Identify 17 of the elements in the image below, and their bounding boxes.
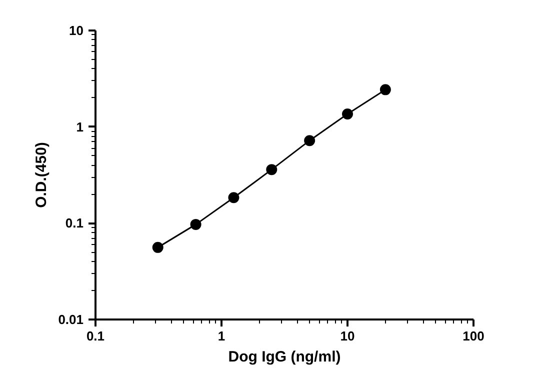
y-tick-label: 10 (69, 23, 84, 38)
x-tick-label: 100 (462, 328, 484, 344)
y-axis-title: O.D.(450) (33, 142, 50, 208)
x-tick-label: 1 (218, 328, 226, 344)
x-tick-label: 0.1 (86, 328, 105, 344)
x-tick-label: 10 (340, 328, 355, 344)
point (152, 242, 164, 253)
y-tick-label: 0.1 (65, 216, 84, 231)
point (304, 135, 316, 146)
point (380, 84, 391, 96)
point (342, 108, 353, 120)
y-tick-label: 0.01 (58, 312, 84, 327)
point (190, 218, 202, 230)
point (266, 164, 278, 176)
x-axis-title: Dog IgG (ng/ml) (228, 348, 341, 366)
y-tick-label: 1 (76, 119, 84, 134)
point (228, 192, 240, 204)
